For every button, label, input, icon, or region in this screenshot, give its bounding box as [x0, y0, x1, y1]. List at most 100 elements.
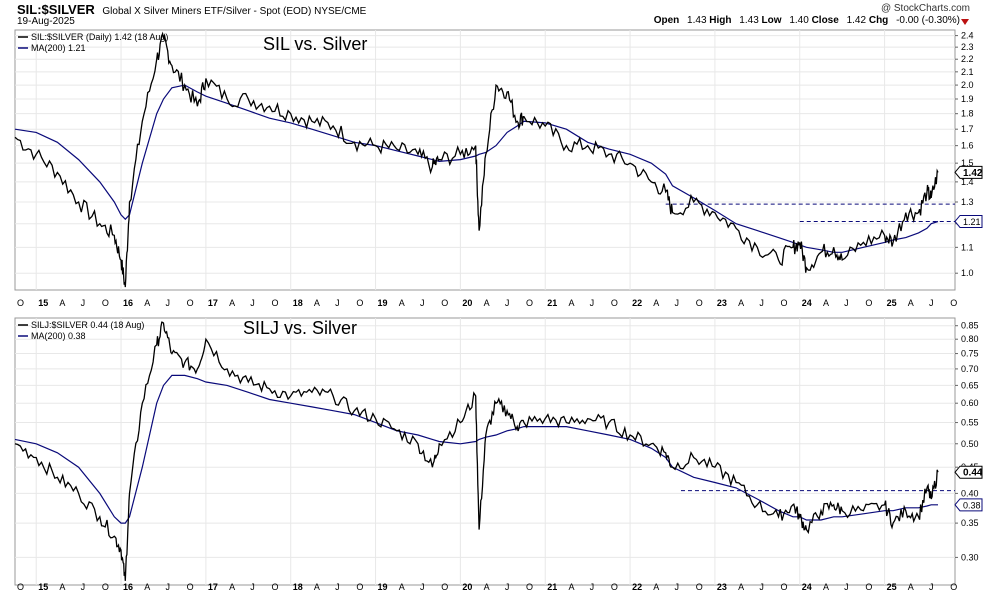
x-tick-label: O — [17, 298, 24, 308]
x-tick-label: A — [314, 298, 320, 308]
x-tick-label: O — [865, 582, 872, 592]
x-tick-label: 23 — [717, 582, 727, 592]
x-tick-label: O — [950, 582, 957, 592]
y-tick-label: 0.85 — [961, 321, 979, 331]
legend-price-label: SILJ:$SILVER 0.44 (18 Aug) — [31, 320, 144, 330]
x-tick-label: J — [420, 298, 425, 308]
y-tick-label: 2.4 — [961, 31, 974, 41]
y-tick-label: 1.4 — [961, 177, 974, 187]
last-value-label: 0.44 — [963, 468, 983, 479]
x-tick-label: A — [399, 582, 405, 592]
y-tick-label: 1.3 — [961, 197, 974, 207]
y-tick-label: 1.8 — [961, 109, 974, 119]
x-tick-label: J — [929, 582, 934, 592]
x-tick-label: O — [272, 582, 279, 592]
x-tick-label: 19 — [378, 582, 388, 592]
symbol: SIL:$SILVER — [17, 2, 95, 17]
y-tick-label: 0.70 — [961, 364, 979, 374]
x-tick-label: O — [272, 298, 279, 308]
x-tick-label: A — [653, 298, 659, 308]
x-tick-label: A — [823, 298, 829, 308]
last-value-label: 1.42 — [963, 168, 983, 179]
x-tick-label: 24 — [802, 582, 812, 592]
y-tick-label: 1.0 — [961, 268, 974, 278]
x-tick-label: A — [314, 582, 320, 592]
y-tick-label: 0.35 — [961, 518, 979, 528]
legend-ma-label: MA(200) 0.38 — [31, 331, 86, 341]
ma-value-tag — [954, 214, 983, 228]
x-tick-label: J — [505, 582, 510, 592]
x-tick-label: 24 — [802, 298, 812, 308]
chg-label: Chg — [868, 15, 889, 26]
x-tick-label: O — [102, 298, 109, 308]
x-tick-label: A — [568, 582, 574, 592]
y-tick-label: 1.6 — [961, 141, 974, 151]
x-tick-label: J — [674, 298, 679, 308]
x-tick-label: O — [781, 298, 788, 308]
y-tick-label: 0.30 — [961, 552, 979, 562]
x-tick-label: O — [696, 298, 703, 308]
y-tick-label: 0.80 — [961, 334, 979, 344]
x-tick-label: A — [823, 582, 829, 592]
x-tick-label: O — [865, 298, 872, 308]
x-tick-label: 18 — [293, 582, 303, 592]
panel-title: SIL vs. Silver — [263, 34, 367, 54]
close-value: 1.42 — [846, 15, 867, 26]
high-label: High — [709, 15, 732, 26]
x-tick-label: 25 — [887, 582, 897, 592]
x-tick-label: J — [674, 582, 679, 592]
x-tick-label: J — [250, 582, 255, 592]
y-tick-label: 0.75 — [961, 349, 979, 359]
x-tick-label: A — [229, 582, 235, 592]
plot-frame-upper — [14, 29, 956, 291]
x-tick-label: A — [144, 582, 150, 592]
x-tick-label: O — [441, 582, 448, 592]
x-tick-label: 18 — [293, 298, 303, 308]
x-tick-label: J — [505, 298, 510, 308]
x-tick-label: 20 — [462, 582, 472, 592]
y-tick-label: 1.7 — [961, 124, 974, 134]
legend-price-label: SIL:$SILVER (Daily) 1.42 (18 Aug) — [31, 32, 168, 42]
x-tick-label: J — [81, 582, 86, 592]
plot-frame-lower — [14, 317, 956, 586]
legend-ma-label: MA(200) 1.21 — [31, 43, 86, 53]
x-tick-label: J — [420, 582, 425, 592]
x-tick-label: A — [738, 582, 744, 592]
x-tick-label: 19 — [378, 298, 388, 308]
y-tick-label: 0.40 — [961, 488, 979, 498]
x-tick-label: O — [187, 298, 194, 308]
x-tick-label: 16 — [123, 298, 133, 308]
x-tick-label: O — [187, 582, 194, 592]
x-tick-label: J — [590, 582, 595, 592]
y-tick-label: 1.5 — [961, 158, 974, 168]
x-tick-label: 17 — [208, 298, 218, 308]
last-value-tag — [954, 465, 983, 479]
x-tick-label: O — [526, 582, 533, 592]
x-tick-label: A — [738, 298, 744, 308]
y-tick-label: 0.60 — [961, 398, 979, 408]
x-tick-label: O — [611, 298, 618, 308]
open-value: 1.43 — [687, 15, 707, 26]
ma-value-label: 1.21 — [963, 217, 981, 227]
x-tick-label: 17 — [208, 582, 218, 592]
x-tick-label: J — [335, 298, 340, 308]
x-tick-label: J — [844, 298, 849, 308]
price-series-line — [14, 31, 939, 288]
x-tick-label: 22 — [632, 582, 642, 592]
y-tick-label: 2.3 — [961, 42, 974, 52]
x-tick-label: A — [229, 298, 235, 308]
x-tick-label: J — [81, 298, 86, 308]
symbol-title: SIL:$SILVER Global X Silver Miners ETF/S… — [17, 2, 366, 17]
price-series-line — [14, 321, 939, 581]
ohlc-readout: Open 1.43 High 1.43 Low 1.40 Close 1.42 … — [654, 15, 960, 26]
low-label: Low — [761, 15, 782, 26]
x-tick-label: J — [335, 582, 340, 592]
ma-value-tag — [954, 498, 983, 512]
last-value-tag — [954, 165, 983, 179]
y-tick-label: 0.65 — [961, 380, 979, 390]
x-tick-label: 22 — [632, 298, 642, 308]
x-tick-label: A — [59, 582, 65, 592]
y-tick-label: 0.55 — [961, 418, 979, 428]
x-tick-label: A — [908, 298, 914, 308]
